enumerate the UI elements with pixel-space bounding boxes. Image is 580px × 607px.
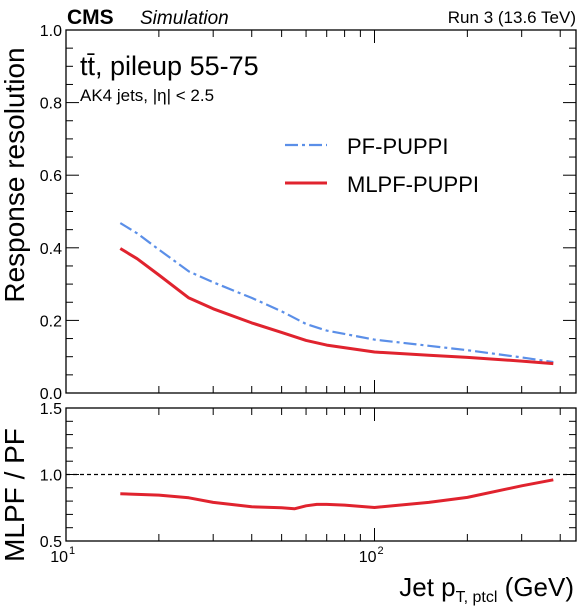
- y-tick-label: 0.4: [40, 241, 62, 258]
- upper-y-axis-title: Response resolution: [0, 47, 30, 302]
- y-tick-label: 1.0: [40, 23, 62, 40]
- y-tick-label: 0.8: [40, 96, 62, 113]
- ratio-line: [120, 478, 554, 511]
- x-tick-label-exponent: 2: [377, 545, 383, 557]
- x-tick-label-exponent: 1: [69, 545, 75, 557]
- upper-axis-ticks: [65, 29, 576, 394]
- y-tick-label: 0.5: [40, 534, 62, 551]
- process-annotation: tt̄, pileup 55-75: [80, 51, 259, 81]
- series-line-mlpf-puppi: [119, 247, 554, 366]
- x-tick-labels: 10 1 10 2: [50, 545, 383, 566]
- selection-annotation: AK4 jets, |η| < 2.5: [80, 86, 214, 105]
- x-axis-title-unit: (GeV): [505, 572, 574, 602]
- lower-y-axis-title: MLPF / PF: [0, 428, 30, 562]
- legend: PF-PUPPI MLPF-PUPPI: [285, 134, 479, 197]
- lower-series-layer: [66, 473, 576, 511]
- upper-y-tick-labels: 0.0 0.2 0.4 0.6 0.8 1.0: [40, 23, 62, 403]
- qualifier-label: Simulation: [140, 8, 229, 29]
- y-tick-label: 0.0: [40, 386, 62, 403]
- y-tick-label: 0.6: [40, 168, 62, 185]
- x-axis-title-spacer: [497, 572, 504, 602]
- legend-label-mlpf-puppi: MLPF-PUPPI: [347, 172, 479, 197]
- x-tick-label-base: 10: [359, 549, 377, 566]
- lower-y-tick-labels: 0.5 1.0 1.5: [40, 401, 62, 551]
- x-tick-label-base: 10: [50, 549, 68, 566]
- y-tick-label: 0.2: [40, 313, 62, 330]
- x-axis-title-main: Jet p: [399, 572, 455, 602]
- series-line-pf-puppi: [119, 222, 554, 364]
- y-tick-label: 1.5: [40, 401, 62, 418]
- legend-label-pf-puppi: PF-PUPPI: [347, 134, 448, 159]
- upper-series-layer: [119, 222, 554, 366]
- y-tick-label: 1.0: [40, 468, 62, 485]
- x-axis-title: Jet pT, ptcl (GeV): [399, 572, 574, 606]
- upper-plot-frame: [65, 29, 577, 394]
- run-label: Run 3 (13.6 TeV): [448, 8, 576, 27]
- experiment-label: CMS: [67, 6, 114, 29]
- x-axis-title-subscript: T, ptcl: [456, 589, 498, 606]
